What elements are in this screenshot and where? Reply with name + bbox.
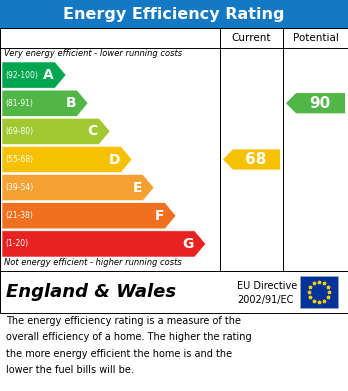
Text: B: B xyxy=(65,96,76,110)
Text: England & Wales: England & Wales xyxy=(6,283,176,301)
Text: A: A xyxy=(43,68,54,82)
Text: Potential: Potential xyxy=(293,33,339,43)
Text: 68: 68 xyxy=(245,152,266,167)
Text: Not energy efficient - higher running costs: Not energy efficient - higher running co… xyxy=(4,258,182,267)
Text: E: E xyxy=(133,181,142,195)
Text: lower the fuel bills will be.: lower the fuel bills will be. xyxy=(6,365,134,375)
Text: EU Directive: EU Directive xyxy=(237,281,297,291)
Polygon shape xyxy=(2,146,132,172)
Text: the more energy efficient the home is and the: the more energy efficient the home is an… xyxy=(6,349,232,359)
Text: The energy efficiency rating is a measure of the: The energy efficiency rating is a measur… xyxy=(6,316,241,326)
Text: C: C xyxy=(88,124,98,138)
Text: Very energy efficient - lower running costs: Very energy efficient - lower running co… xyxy=(4,49,182,58)
Polygon shape xyxy=(2,174,154,201)
Polygon shape xyxy=(2,90,88,116)
Polygon shape xyxy=(2,231,206,257)
Bar xyxy=(300,276,338,308)
Bar xyxy=(0,28,348,271)
Text: D: D xyxy=(109,152,120,167)
Text: overall efficiency of a home. The higher the rating: overall efficiency of a home. The higher… xyxy=(6,332,252,343)
Polygon shape xyxy=(223,149,280,170)
Polygon shape xyxy=(286,93,345,113)
Polygon shape xyxy=(2,203,176,229)
Text: (21-38): (21-38) xyxy=(5,211,33,220)
Polygon shape xyxy=(2,62,66,88)
Text: Current: Current xyxy=(232,33,271,43)
Text: (55-68): (55-68) xyxy=(5,155,33,164)
Text: 2002/91/EC: 2002/91/EC xyxy=(237,294,293,305)
Bar xyxy=(0,0,348,28)
Text: Energy Efficiency Rating: Energy Efficiency Rating xyxy=(63,7,285,22)
Text: G: G xyxy=(182,237,194,251)
Text: (39-54): (39-54) xyxy=(5,183,33,192)
Text: (81-91): (81-91) xyxy=(5,99,33,108)
Text: (69-80): (69-80) xyxy=(5,127,33,136)
Text: (92-100): (92-100) xyxy=(5,70,38,80)
Text: (1-20): (1-20) xyxy=(5,239,28,248)
Text: 90: 90 xyxy=(309,96,330,111)
Polygon shape xyxy=(2,118,110,144)
Bar xyxy=(0,271,348,313)
Text: F: F xyxy=(155,209,164,223)
